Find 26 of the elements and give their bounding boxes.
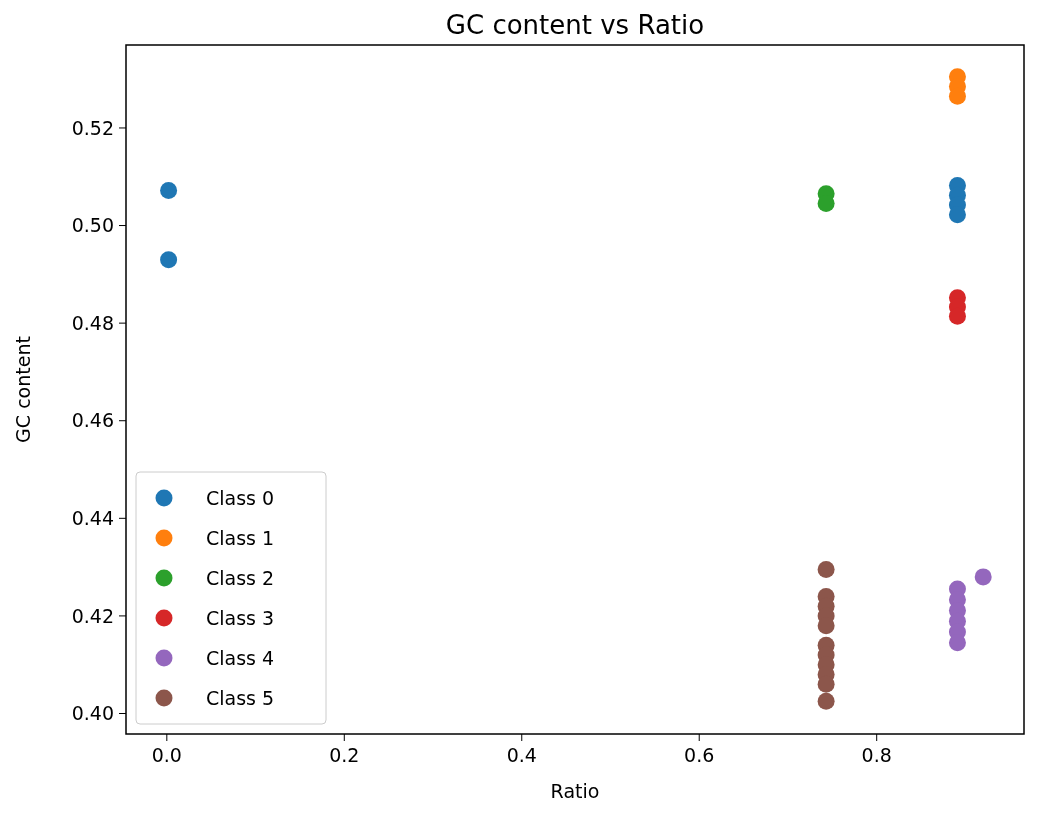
point bbox=[160, 181, 178, 199]
y-tick-label: 0.40 bbox=[71, 702, 114, 725]
x-tick-label: 0.6 bbox=[684, 744, 715, 766]
x-tick-label: 0.2 bbox=[329, 744, 360, 766]
y-tick-label: 0.48 bbox=[71, 311, 114, 334]
y-tick-label: 0.52 bbox=[71, 116, 114, 139]
x-axis-title: Ratio bbox=[550, 780, 600, 802]
y-tick-label: 0.44 bbox=[71, 506, 114, 529]
x-tick-label: 0.4 bbox=[506, 744, 537, 766]
legend-label: Class 5 bbox=[206, 686, 275, 709]
legend-label: Class 4 bbox=[206, 646, 275, 669]
legend-label: Class 0 bbox=[206, 486, 275, 509]
point bbox=[817, 692, 835, 710]
chart-title: GC content vs Ratio bbox=[445, 10, 705, 40]
legend-label: Class 2 bbox=[206, 566, 275, 589]
point bbox=[974, 568, 992, 586]
x-tick-label: 0.0 bbox=[151, 744, 182, 766]
legend-label: Class 3 bbox=[206, 606, 275, 629]
y-tick-label: 0.42 bbox=[71, 604, 114, 627]
point bbox=[817, 561, 835, 579]
x-tick-label: 0.8 bbox=[861, 744, 892, 766]
legend-label: Class 1 bbox=[206, 526, 275, 549]
y-tick-label: 0.50 bbox=[71, 214, 114, 237]
point bbox=[160, 251, 178, 269]
y-axis-title: GC content bbox=[12, 336, 34, 443]
y-tick-label: 0.46 bbox=[71, 409, 114, 432]
